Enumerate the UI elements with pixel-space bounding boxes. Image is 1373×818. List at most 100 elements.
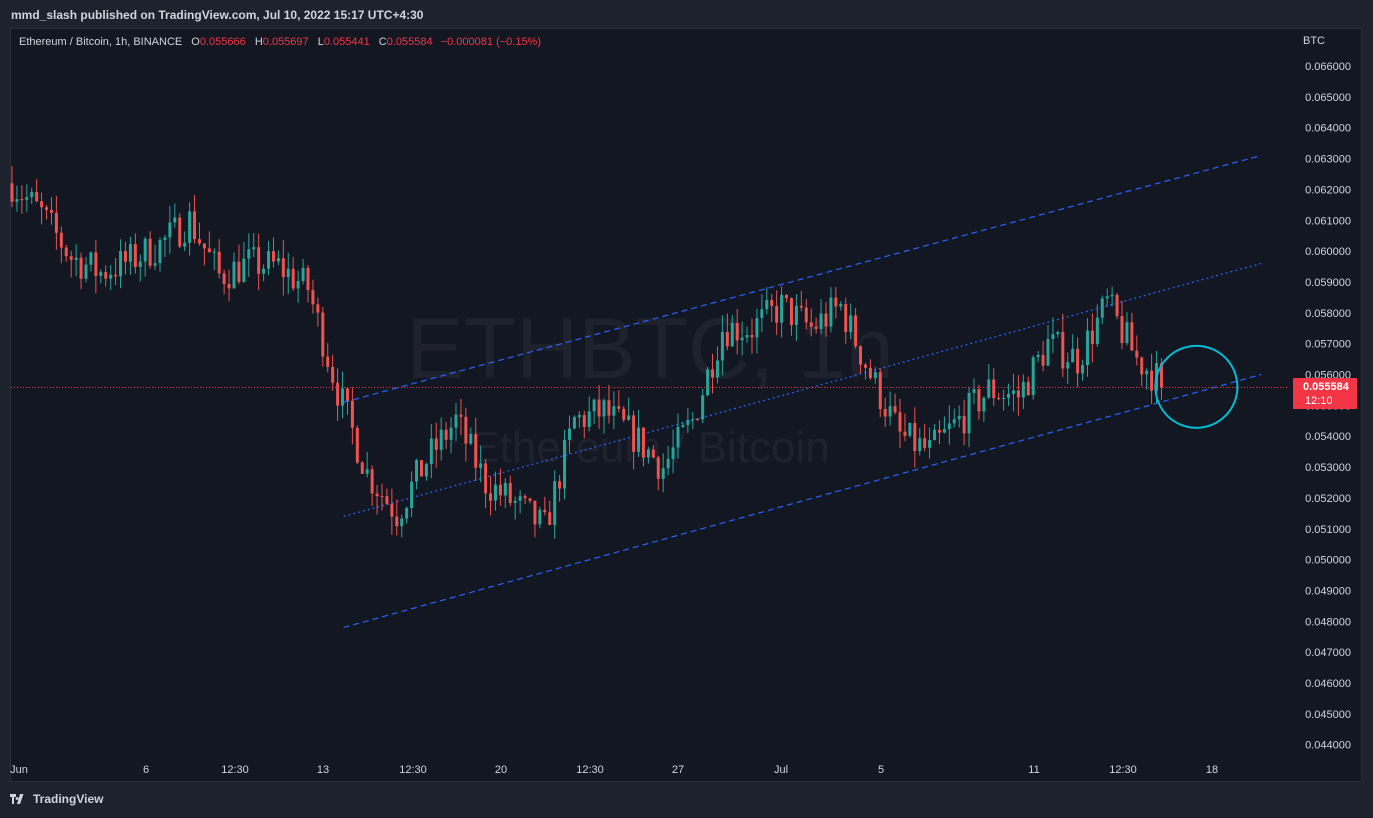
candle-body bbox=[350, 400, 354, 428]
candle-body bbox=[661, 468, 665, 479]
candle-body bbox=[592, 399, 596, 412]
candle-body bbox=[548, 512, 552, 525]
brand-name: TradingView bbox=[33, 792, 104, 806]
candle-body bbox=[873, 372, 877, 379]
candle-body bbox=[666, 458, 670, 469]
time-tick-label: 27 bbox=[672, 764, 684, 776]
candle-body bbox=[30, 192, 34, 198]
candle-body bbox=[1036, 354, 1040, 358]
price-tick-label: 0.052000 bbox=[1305, 493, 1351, 505]
candle-body bbox=[701, 395, 705, 420]
candle-body bbox=[553, 481, 557, 525]
change-value: −0.000081 (−0.15%) bbox=[440, 36, 542, 48]
candle-body bbox=[104, 272, 108, 279]
candle-body bbox=[913, 423, 917, 452]
candle-body bbox=[706, 369, 710, 396]
candle-body bbox=[336, 382, 340, 406]
candle-body bbox=[35, 192, 39, 202]
candle-body bbox=[405, 508, 409, 519]
candle-body bbox=[79, 257, 83, 279]
candle-body bbox=[804, 307, 808, 323]
candle-body bbox=[410, 481, 414, 509]
candle-body bbox=[1135, 350, 1139, 358]
candle-body bbox=[942, 429, 946, 433]
candle-body bbox=[380, 496, 384, 498]
candle-body bbox=[617, 406, 621, 409]
candle-body bbox=[1021, 381, 1025, 398]
candle-body bbox=[809, 322, 813, 327]
candle-body bbox=[888, 406, 892, 417]
candle-body bbox=[59, 232, 63, 248]
candle-body bbox=[311, 290, 315, 305]
candle-body bbox=[671, 447, 675, 459]
price-tick-label: 0.057000 bbox=[1305, 339, 1351, 351]
candle-body bbox=[168, 222, 172, 238]
candle-body bbox=[607, 400, 611, 416]
time-axis: Jun 6 12:30 13 12:30 20 12:30 27 Jul 5 11 12:30 18 bbox=[10, 764, 1218, 776]
candle-body bbox=[1159, 363, 1163, 388]
candle-body bbox=[183, 242, 187, 247]
candle-body bbox=[326, 356, 330, 367]
candle-body bbox=[952, 419, 956, 424]
candle-body bbox=[89, 252, 93, 265]
time-tick-label: Jul bbox=[774, 764, 788, 776]
candle-body bbox=[863, 364, 867, 368]
candle-body bbox=[15, 199, 19, 202]
candle-body bbox=[898, 412, 902, 432]
watermark-name: Ethereum / Bitcoin bbox=[470, 423, 830, 472]
candle-body bbox=[928, 440, 932, 448]
candle-body bbox=[868, 367, 872, 379]
time-tick-label: 5 bbox=[878, 764, 884, 776]
candle-body bbox=[1066, 362, 1070, 369]
candle-body bbox=[799, 305, 803, 308]
time-tick-label: 12:30 bbox=[221, 764, 249, 776]
candle-body bbox=[572, 417, 576, 429]
channel-lines bbox=[343, 154, 1262, 629]
candle-body bbox=[533, 500, 537, 525]
candle-body bbox=[1130, 322, 1134, 351]
candle-body bbox=[316, 304, 320, 313]
close-label: C bbox=[378, 36, 387, 48]
brand[interactable]: TradingView bbox=[10, 792, 103, 806]
candle-body bbox=[775, 305, 779, 323]
candle-body bbox=[54, 212, 58, 233]
candle-body bbox=[296, 281, 300, 289]
candle-body bbox=[158, 240, 162, 264]
candle-body bbox=[109, 274, 113, 279]
highlight-circle bbox=[1154, 344, 1239, 429]
candle-body bbox=[434, 438, 438, 450]
candle-body bbox=[429, 438, 433, 465]
candle-body bbox=[493, 484, 497, 501]
candle-body bbox=[449, 427, 453, 440]
candle-body bbox=[829, 297, 833, 327]
candle-body bbox=[987, 379, 991, 398]
price-tick-label: 0.060000 bbox=[1305, 246, 1351, 258]
candle-body bbox=[188, 211, 192, 243]
candle-body bbox=[197, 239, 201, 244]
candle-body bbox=[745, 334, 749, 338]
candle-body bbox=[1115, 294, 1119, 317]
high-label: H bbox=[254, 36, 263, 48]
candle-body bbox=[730, 322, 734, 347]
candle-body bbox=[1150, 370, 1154, 391]
candle-body bbox=[271, 251, 275, 262]
candle-body bbox=[627, 415, 631, 420]
candle-body bbox=[622, 408, 626, 420]
symbol-label: Ethereum / Bitcoin, 1h, BINANCE bbox=[19, 36, 183, 48]
candle-body bbox=[656, 457, 660, 479]
candle-body bbox=[138, 261, 142, 267]
axis-currency: BTC bbox=[1303, 35, 1325, 47]
candle-body bbox=[99, 272, 103, 276]
price-tick-label: 0.048000 bbox=[1305, 616, 1351, 628]
footer: TradingView bbox=[0, 782, 1373, 818]
close-value: 0.055584 bbox=[386, 36, 433, 48]
tradingview-logo-icon bbox=[10, 794, 24, 804]
candle-body bbox=[765, 300, 769, 310]
candle-body bbox=[321, 312, 325, 357]
candle-body bbox=[691, 419, 695, 421]
chart-panel[interactable] bbox=[10, 28, 1362, 782]
price-tick-label: 0.053000 bbox=[1305, 462, 1351, 474]
candle-body bbox=[1140, 357, 1144, 375]
candle-body bbox=[25, 197, 29, 200]
